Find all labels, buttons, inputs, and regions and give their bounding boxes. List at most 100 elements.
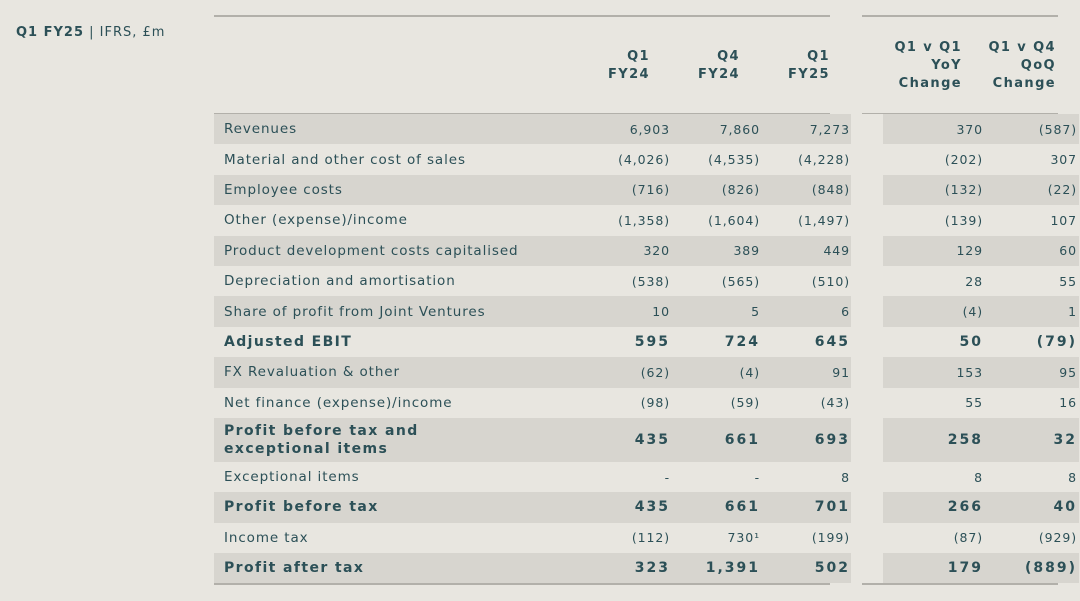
row-label: Profit after tax [214, 553, 580, 584]
col-header-qoq: Q1 v Q4 QoQ Change [988, 40, 1056, 91]
cell-value: 10 [580, 296, 670, 327]
cell-value: 6,903 [580, 114, 670, 145]
cell-value: (565) [721, 273, 760, 289]
column-gap [851, 553, 883, 584]
cell-value: (4) [670, 357, 760, 388]
cell-value: - [664, 469, 670, 485]
row-label: Other (expense)/income [224, 212, 408, 229]
cell-change: 307 [1050, 152, 1077, 168]
cell-change: 28 [965, 273, 983, 289]
cell-value: 661 [670, 417, 760, 462]
cell-value: 320 [580, 235, 670, 266]
cell-change: 40 [983, 492, 1079, 523]
row-label: Income tax [224, 529, 309, 546]
cell-change: 60 [983, 235, 1079, 266]
row-label: Exceptional items [224, 469, 360, 486]
row-label: Profit before tax [214, 492, 580, 523]
table-row: Other (expense)/income (1,358) (1,604) (1,4… [214, 205, 1079, 236]
cell-value: 91 [760, 357, 851, 388]
row-label: Share of profit from Joint Ventures [214, 296, 580, 327]
column-gap [851, 174, 883, 206]
table-row: Share of profit from Joint Ventures 10 5 6 (… [214, 296, 1079, 327]
cell-value: 435 [580, 417, 670, 462]
column-gap [851, 357, 883, 388]
bottom-rule-left [214, 583, 830, 585]
table-row: Material and other cost of sales (4,026) (… [214, 144, 1079, 175]
cell-value: 8 [841, 469, 850, 485]
cell-value: (1,604) [708, 212, 760, 228]
caption-separator: | [84, 25, 100, 40]
column-gap [851, 205, 883, 236]
col-header-q1fy24: Q1 FY24 [608, 49, 650, 82]
cell-change: (587) [983, 114, 1079, 145]
cell-change: (132) [883, 174, 983, 206]
table-row: Employee costs (716) (826) (848) (132) (22) [214, 174, 1079, 206]
cell-value: 323 [580, 553, 670, 584]
cell-value: (98) [640, 395, 670, 411]
cell-value: (43) [820, 395, 850, 411]
row-label: Adjusted EBIT [224, 333, 353, 350]
cell-change: 258 [883, 417, 983, 462]
cell-value: (716) [580, 174, 670, 206]
cell-value: (1,497) [798, 212, 850, 228]
table-row: Exceptional items - - 8 8 8 [214, 461, 1079, 493]
table-row: Income tax (112) 730¹ (199) (87) (929) [214, 522, 1079, 554]
cell-change: 370 [883, 114, 983, 145]
col-header-q1fy25: Q1 FY25 [788, 49, 830, 82]
cell-value: (826) [670, 174, 760, 206]
row-label: Revenues [214, 114, 580, 145]
column-gap [851, 492, 883, 523]
column-gap [851, 114, 883, 145]
column-gap [851, 265, 883, 297]
cell-change: 8 [974, 469, 983, 485]
cell-value: (538) [631, 273, 670, 289]
table-row: Profit before tax and exceptional items 4… [214, 417, 1079, 462]
bottom-rule-right [862, 583, 1058, 585]
table-row: Revenues 6,903 7,860 7,273 370 (587) [214, 114, 1079, 145]
cell-value: (112) [631, 530, 670, 546]
cell-value: 724 [724, 333, 760, 350]
cell-value: 449 [760, 235, 851, 266]
cell-change: (202) [944, 152, 983, 168]
cell-value: 6 [760, 296, 851, 327]
cell-value: (510) [811, 273, 850, 289]
cell-value: 693 [760, 417, 851, 462]
cell-value: 661 [670, 492, 760, 523]
cell-change: 16 [1059, 395, 1077, 411]
cell-change: (889) [983, 553, 1079, 584]
cell-value: - [754, 469, 760, 485]
cell-value: 7,273 [760, 114, 851, 145]
financial-table: Revenues 6,903 7,860 7,273 370 (587) Material … [214, 114, 1079, 584]
row-label: FX Revaluation & other [214, 357, 580, 388]
col-header-yoy: Q1 v Q1 YoY Change [894, 40, 962, 91]
cell-change: 32 [983, 417, 1079, 462]
cell-change: 153 [883, 357, 983, 388]
column-gap [851, 522, 883, 554]
cell-value: (62) [580, 357, 670, 388]
column-gap [851, 326, 883, 358]
cell-change: (929) [1038, 530, 1077, 546]
caption-period: Q1 FY25 [16, 25, 85, 40]
table-row: Product development costs capitalised 320… [214, 235, 1079, 266]
cell-value: (4,535) [708, 152, 760, 168]
cell-change: 1 [983, 296, 1079, 327]
column-gap [851, 296, 883, 327]
cell-value: 7,860 [670, 114, 760, 145]
cell-value: (848) [760, 174, 851, 206]
table-row: FX Revaluation & other (62) (4) 91 153 95 [214, 357, 1079, 388]
cell-value: 595 [634, 333, 670, 350]
cell-change: (22) [983, 174, 1079, 206]
row-label: Material and other cost of sales [224, 151, 466, 168]
cell-change: 55 [965, 395, 983, 411]
cell-value: (199) [811, 530, 850, 546]
row-label: Net finance (expense)/income [224, 394, 453, 411]
cell-change: (4) [883, 296, 983, 327]
cell-value: 701 [760, 492, 851, 523]
column-gap [851, 461, 883, 493]
cell-change: 55 [1059, 273, 1077, 289]
cell-value: (4,228) [798, 152, 850, 168]
cell-change: 95 [983, 357, 1079, 388]
cell-value: 645 [814, 333, 850, 350]
cell-change: 50 [959, 333, 983, 350]
table-row: Profit after tax 323 1,391 502 179 (889) [214, 553, 1079, 584]
